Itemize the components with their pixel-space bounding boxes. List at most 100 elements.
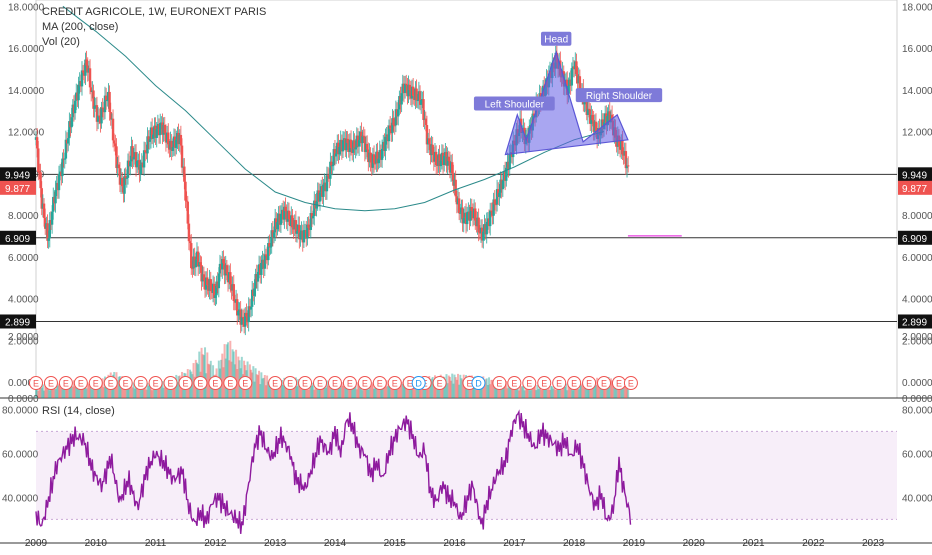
volume-bar: [306, 381, 309, 398]
candle-body: [139, 164, 142, 175]
volume-bar: [262, 377, 265, 398]
candle-body: [295, 231, 299, 234]
candle-body: [408, 84, 411, 91]
volume-bar: [386, 386, 389, 398]
candle-body: [494, 204, 498, 206]
volume-bar: [220, 359, 223, 398]
volume-bar: [389, 381, 392, 398]
volume-bar: [517, 390, 520, 398]
candle-body: [114, 143, 117, 147]
volume-bar: [156, 389, 159, 398]
earnings-marker-label: E: [601, 379, 607, 389]
volume-bar: [608, 385, 611, 398]
candle-body: [431, 144, 434, 155]
volume-bar: [446, 383, 449, 398]
volume-bar: [221, 353, 224, 398]
volume-bar: [576, 382, 579, 398]
volume-bar: [551, 386, 554, 398]
volume-bar: [494, 385, 497, 398]
candle-body: [318, 192, 322, 202]
candle-body: [158, 123, 162, 136]
volume-bar: [93, 385, 96, 398]
volume-bar: [307, 389, 310, 398]
volume-bar: [354, 381, 357, 398]
candle-body: [215, 281, 218, 296]
volume-bar: [74, 386, 77, 398]
candle-body: [594, 121, 598, 132]
candle-body: [213, 283, 216, 298]
volume-bar: [623, 382, 626, 398]
volume-bar: [367, 389, 370, 398]
candle-body: [247, 306, 250, 323]
candle-body: [311, 216, 315, 219]
volume-bar: [297, 379, 300, 398]
volume-bar: [524, 383, 527, 398]
candle-body: [438, 154, 441, 167]
candle-body: [68, 121, 71, 139]
volume-bar: [97, 389, 100, 398]
candle-body: [454, 179, 457, 197]
candle-body: [459, 212, 462, 214]
volume-bar: [583, 387, 586, 398]
volume-bar: [139, 389, 142, 398]
volume-bar: [229, 340, 232, 398]
candle-body: [134, 152, 138, 168]
candle-body: [152, 134, 155, 139]
volume-bar: [38, 385, 41, 398]
volume-bar: [492, 385, 495, 398]
volume-bar: [308, 382, 311, 398]
earnings-marker: [193, 376, 208, 390]
candle-body: [446, 156, 449, 166]
volume-bar: [87, 384, 90, 398]
volume-bar: [177, 376, 180, 398]
time-tick: 2011: [145, 538, 167, 549]
volume-bar: [130, 384, 133, 398]
volume-bar: [452, 383, 455, 398]
volume-bar: [490, 379, 493, 398]
volume-bar: [187, 380, 190, 398]
volume-bar: [609, 378, 612, 398]
volume-bar: [49, 382, 52, 398]
candle-body: [469, 207, 472, 221]
volume-bar: [231, 349, 234, 398]
rsi-tick-left: 40.0000: [2, 493, 39, 504]
volume-bar: [290, 384, 293, 398]
volume-bar: [46, 386, 49, 398]
level-label-right: 6.909: [902, 234, 927, 245]
volume-bar: [545, 386, 548, 398]
volume-bar: [365, 385, 368, 398]
earnings-marker-label: E: [93, 379, 99, 389]
earnings-marker-label: E: [302, 379, 308, 389]
candle-body: [532, 113, 536, 116]
volume-bar: [193, 376, 196, 398]
candle-body: [112, 140, 116, 144]
candle-body: [144, 150, 147, 153]
candle-body: [287, 210, 291, 220]
earnings-marker: [223, 376, 238, 390]
volume-bar: [450, 380, 453, 398]
candle-body: [147, 136, 150, 142]
last-price-badge-right: [898, 180, 932, 195]
volume-bar: [404, 387, 407, 398]
candle-body: [380, 148, 384, 160]
candle-body: [309, 213, 313, 230]
candle-body: [88, 68, 92, 88]
volume-bar: [99, 383, 102, 398]
candle-body: [95, 105, 99, 122]
volume-bar: [574, 385, 577, 398]
volume-bar: [484, 379, 487, 398]
volume-bar: [312, 382, 315, 398]
candle-body: [73, 100, 77, 114]
volume-bar: [553, 384, 556, 398]
volume-bar: [261, 378, 264, 398]
level-label-left: 6.909: [5, 234, 30, 245]
volume-bar: [500, 387, 503, 398]
volume-bar: [488, 377, 491, 398]
volume-bar: [612, 382, 615, 398]
earnings-marker-label: E: [108, 379, 114, 389]
volume-bar: [310, 385, 313, 398]
earnings-marker: [357, 376, 372, 390]
volume-bar: [131, 387, 134, 398]
